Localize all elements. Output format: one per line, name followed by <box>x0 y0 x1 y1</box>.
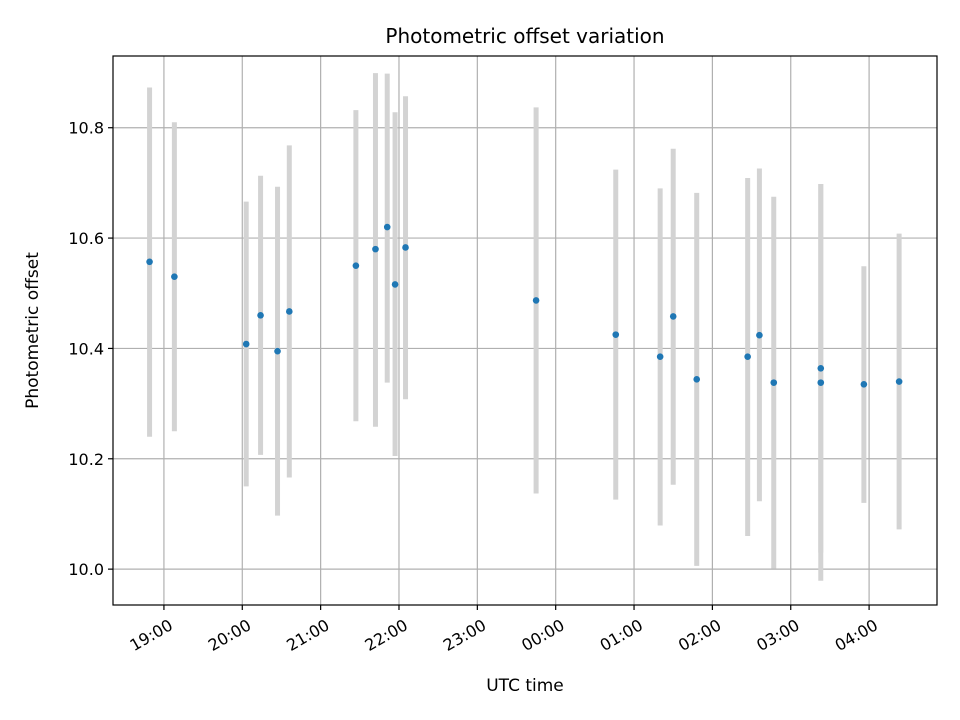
x-axis-label: UTC time <box>486 676 564 696</box>
chart-title: Photometric offset variation <box>385 24 664 48</box>
x-tick-label: 00:00 <box>518 615 567 655</box>
x-tick-label: 23:00 <box>440 615 489 655</box>
grid-lines <box>113 56 937 605</box>
data-point <box>372 245 379 253</box>
x-tick-label: 19:00 <box>126 615 175 655</box>
data-point <box>257 312 264 319</box>
x-tick-label: 21:00 <box>283 615 332 655</box>
data-point <box>669 313 677 320</box>
data-point <box>285 308 293 315</box>
x-tick-label: 01:00 <box>597 615 646 655</box>
x-axis-ticks: 19:00 20:00 21:00 22:00 23:00 00:00 01:00 02:00… <box>126 605 881 655</box>
x-tick-label: 04:00 <box>832 615 881 655</box>
y-tick-label: 10.8 <box>68 119 104 138</box>
x-tick-label: 20:00 <box>205 615 254 655</box>
data-point <box>860 380 868 388</box>
data-point <box>242 340 250 348</box>
data-point <box>171 273 178 281</box>
x-tick-label: 22:00 <box>362 615 411 655</box>
data-point <box>352 262 360 269</box>
data-point <box>274 347 281 355</box>
x-tick-label: 03:00 <box>753 615 802 655</box>
data-point <box>744 353 751 361</box>
error-bars <box>147 73 902 581</box>
data-point <box>770 379 778 386</box>
data-point <box>756 331 763 339</box>
data-point <box>612 331 620 338</box>
data-point <box>391 281 399 288</box>
data-points <box>146 223 903 388</box>
data-point <box>532 297 540 304</box>
y-tick-label: 10.6 <box>68 229 104 248</box>
data-point <box>817 364 825 372</box>
y-tick-label: 10.4 <box>68 339 104 358</box>
data-point <box>146 258 153 266</box>
y-tick-label: 10.0 <box>68 560 104 579</box>
data-point <box>693 376 701 383</box>
data-point <box>383 223 391 231</box>
plot-area-frame <box>112 55 938 606</box>
y-axis-ticks: 10.0 10.2 10.4 10.6 10.8 <box>68 119 113 579</box>
data-point <box>817 379 825 386</box>
y-axis-label: Photometric offset <box>23 252 43 409</box>
x-tick-label: 02:00 <box>675 615 724 655</box>
data-point <box>895 378 903 385</box>
data-point <box>402 244 409 251</box>
y-tick-label: 10.2 <box>68 450 104 469</box>
data-point <box>656 353 664 361</box>
